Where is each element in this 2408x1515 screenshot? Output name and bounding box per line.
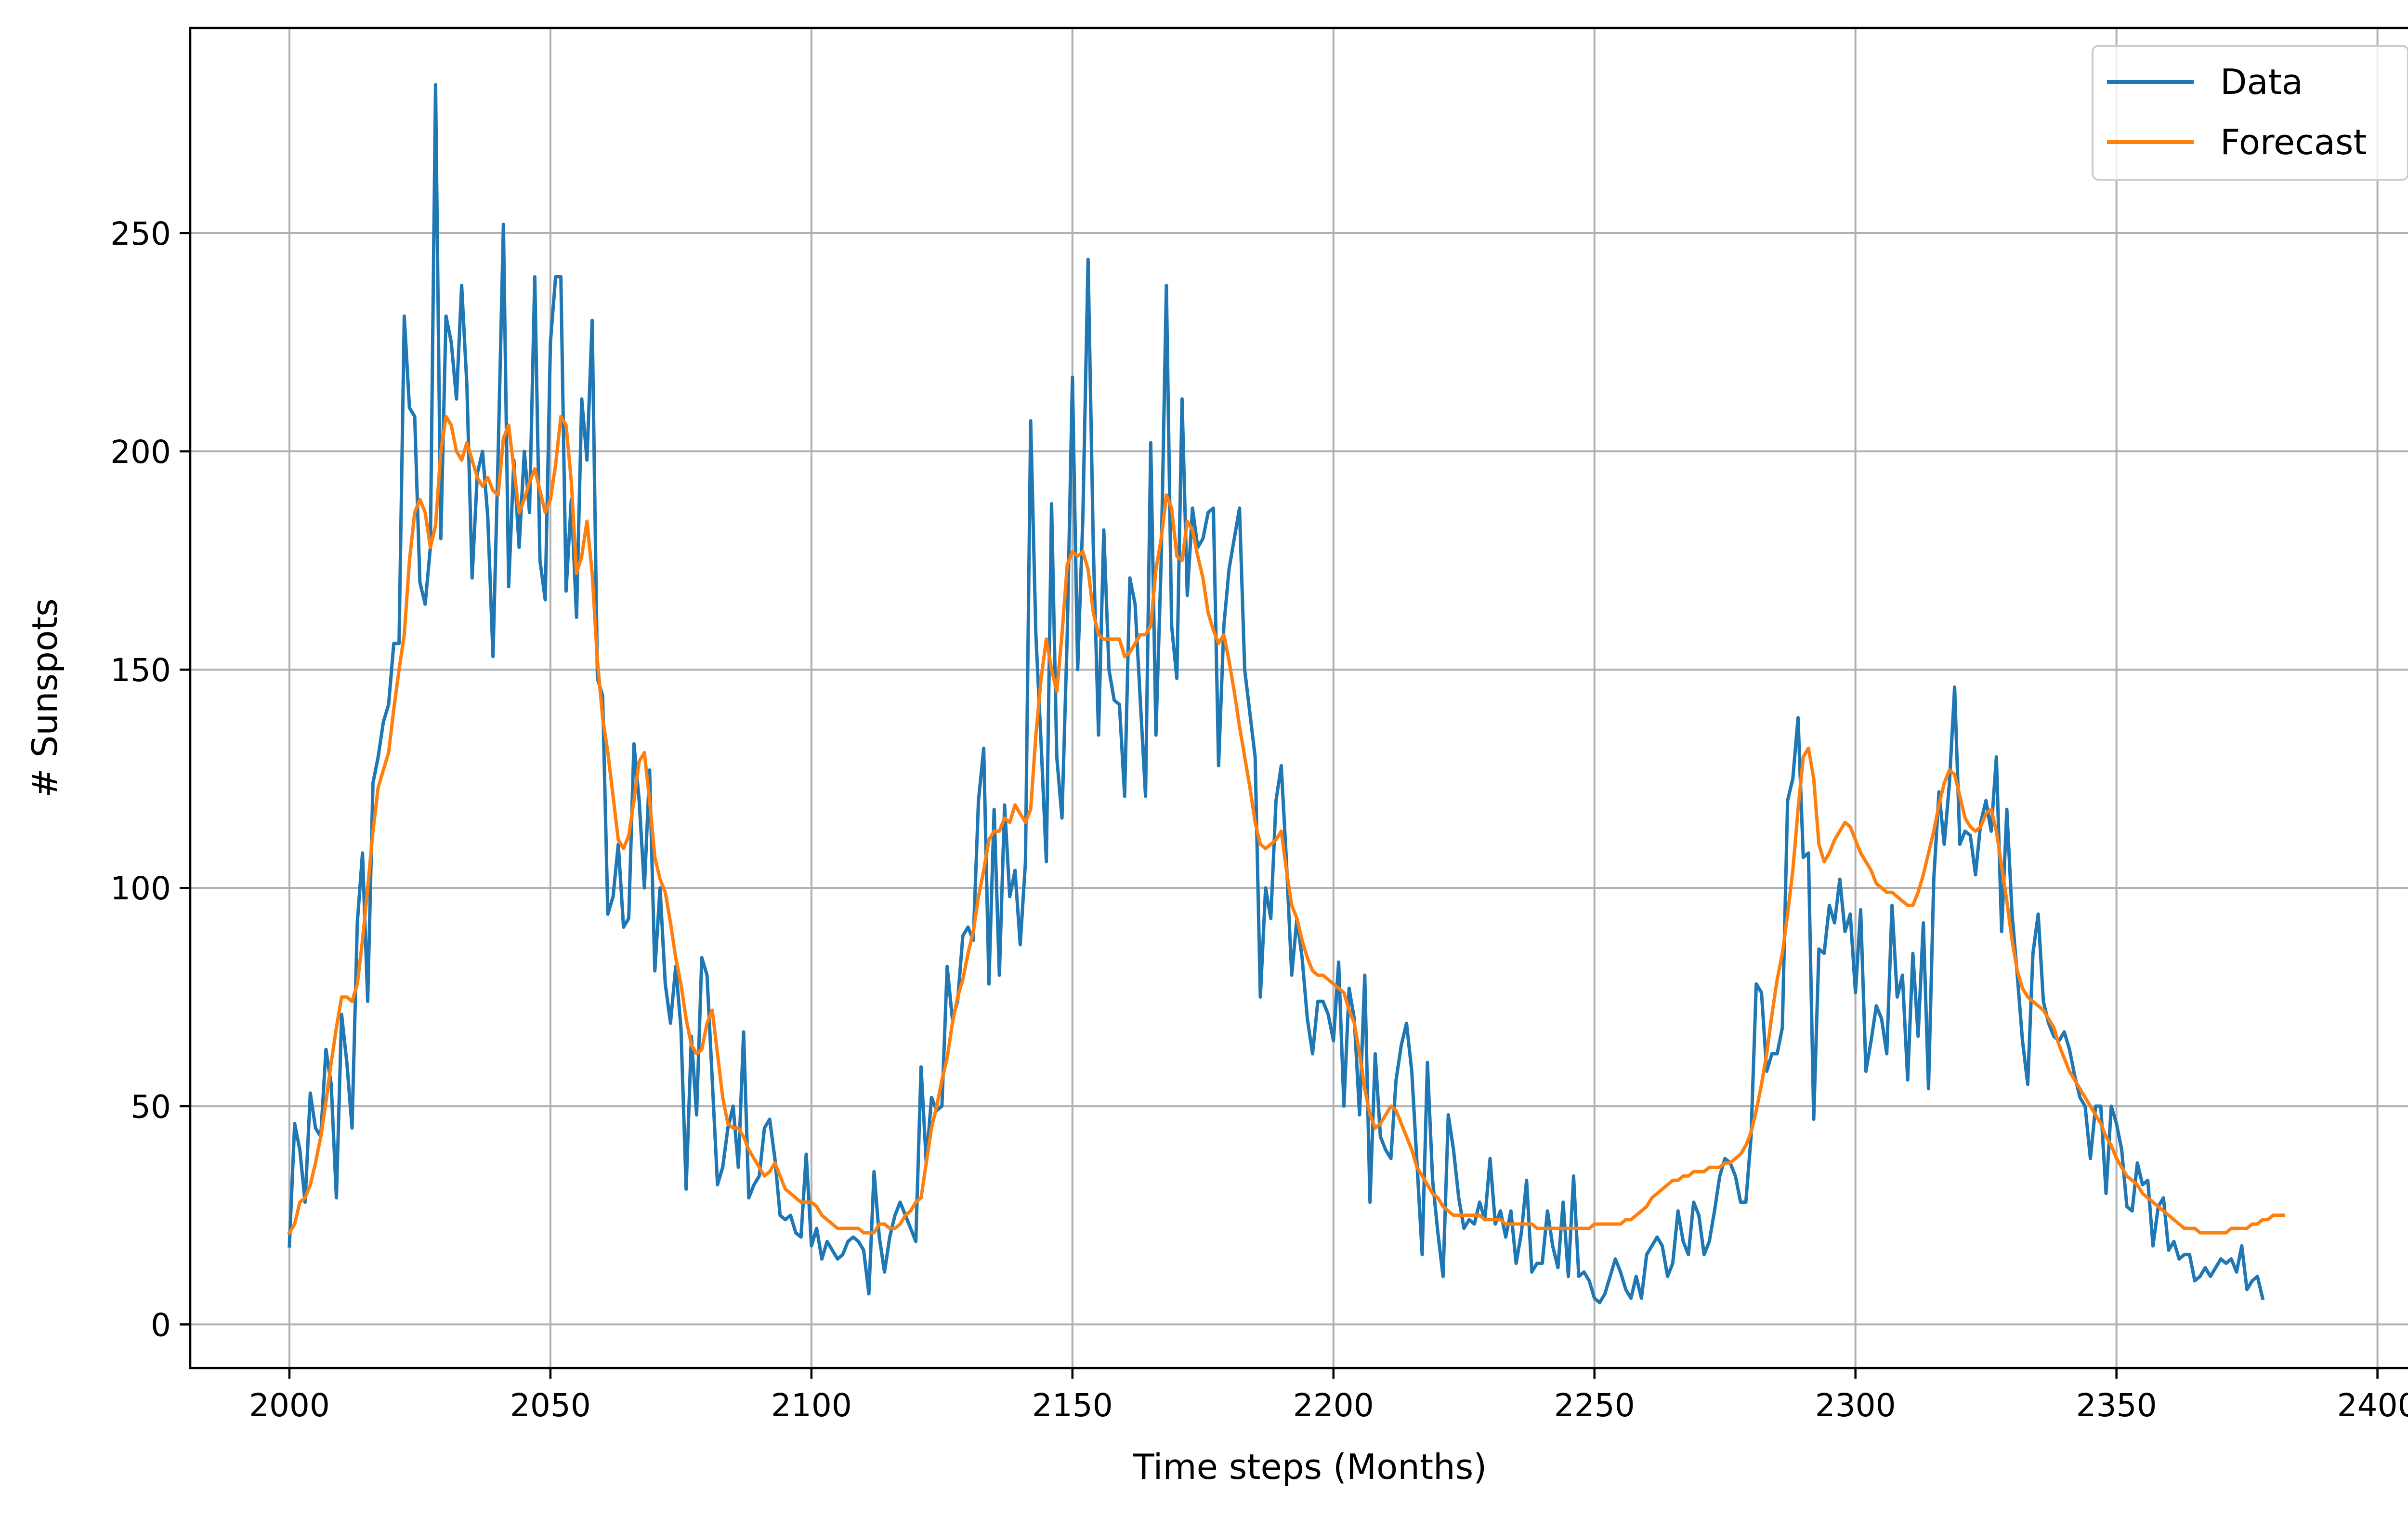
series-line-data [288,83,2265,1304]
x-tick-label: 2400 [2337,1387,2408,1424]
x-tick-label: 2250 [1554,1387,1635,1424]
y-axis-label: # Sunspots [25,598,65,797]
series-lines [287,83,2285,1304]
x-tick-label: 2100 [771,1387,852,1424]
x-tick-label: 2150 [1032,1387,1113,1424]
y-tick-label: 0 [151,1306,171,1344]
legend-box [2092,45,2408,181]
axis-ticks: 2000 2050 2100 2150 2200 2250 2300 2350 2400 0 50 1… [110,215,2408,1424]
x-axis-label: Time steps (Months) [1133,1447,1487,1487]
y-tick-label: 50 [131,1088,171,1125]
series-line-forecast [287,415,2285,1235]
x-tick-label: 2200 [1293,1387,1374,1424]
legend-label-forecast: Forecast [2220,122,2367,162]
legend: Data Forecast [2092,45,2408,181]
grid-lines [190,28,2408,1368]
x-tick-label: 2350 [2076,1387,2157,1424]
y-tick-label: 200 [110,434,171,471]
legend-label-data: Data [2220,62,2303,102]
x-tick-label: 2000 [249,1387,330,1424]
plot-frame [189,26,2408,1370]
y-tick-label: 150 [110,652,171,689]
y-tick-label: 250 [110,215,171,252]
x-tick-label: 2050 [510,1387,591,1424]
x-tick-label: 2300 [1815,1387,1896,1424]
y-tick-label: 100 [110,870,171,907]
